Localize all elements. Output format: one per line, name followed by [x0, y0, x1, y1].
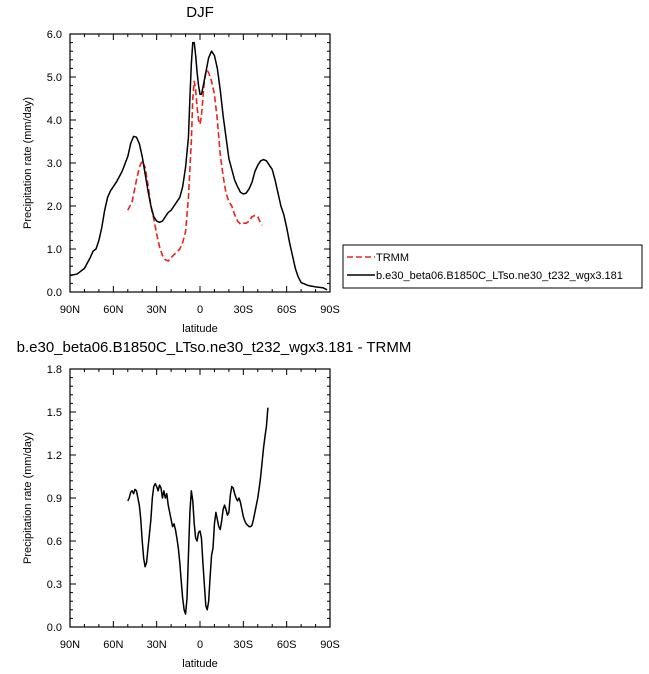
series-line-1-2 — [69, 41, 328, 291]
y-tick-label: 0.0 — [47, 287, 62, 299]
chart-title-1: DJF — [186, 4, 214, 21]
y-tick-label: 1.0 — [47, 244, 62, 256]
y-tick-label: 1.5 — [47, 407, 62, 419]
y-tick-label: 4.0 — [47, 115, 62, 127]
y-axis-label: Precipitation rate (mm/day) — [22, 432, 34, 564]
y-tick-label: 0.6 — [47, 536, 62, 548]
plot-frame-1 — [69, 33, 331, 293]
x-axis-label: latitude — [182, 323, 217, 335]
legend-box — [342, 244, 643, 289]
x-tick-label: 90N — [60, 639, 80, 651]
x-tick-label: 0 — [197, 304, 203, 316]
x-axis-label: latitude — [182, 658, 217, 670]
plot-frame-2 — [69, 368, 331, 628]
y-tick-label: 3.0 — [47, 158, 62, 170]
x-tick-label: 30N — [147, 304, 167, 316]
x-tick-label: 30S — [234, 304, 254, 316]
y-tick-label: 5.0 — [47, 72, 62, 84]
x-tick-label: 90S — [320, 639, 340, 651]
x-tick-label: 60S — [277, 639, 297, 651]
chart-title-2: b.e30_beta06.B1850C_LTso.ne30_t232_wgx3.… — [17, 339, 412, 356]
legend-label-1: TRMM — [376, 252, 409, 264]
x-tick-label: 90N — [60, 304, 80, 316]
y-tick-label: 0.9 — [47, 493, 62, 505]
x-tick-label: 0 — [197, 639, 203, 651]
legend-label-2: b.e30_beta06.B1850C_LTso.ne30_t232_wgx3.… — [376, 270, 623, 282]
series-line-2-1 — [127, 407, 269, 615]
series-line-1-1 — [127, 69, 263, 262]
y-tick-label: 1.8 — [47, 364, 62, 376]
y-axis-label: Precipitation rate (mm/day) — [22, 97, 34, 229]
y-tick-label: 0.0 — [47, 622, 62, 634]
x-tick-label: 30S — [234, 639, 254, 651]
x-tick-label: 30N — [147, 639, 167, 651]
x-tick-label: 60N — [103, 304, 123, 316]
x-tick-label: 60S — [277, 304, 297, 316]
x-tick-label: 90S — [320, 304, 340, 316]
y-tick-label: 1.2 — [47, 450, 62, 462]
y-tick-label: 0.3 — [47, 579, 62, 591]
y-tick-label: 6.0 — [47, 29, 62, 41]
y-tick-label: 2.0 — [47, 201, 62, 213]
x-tick-label: 60N — [103, 639, 123, 651]
